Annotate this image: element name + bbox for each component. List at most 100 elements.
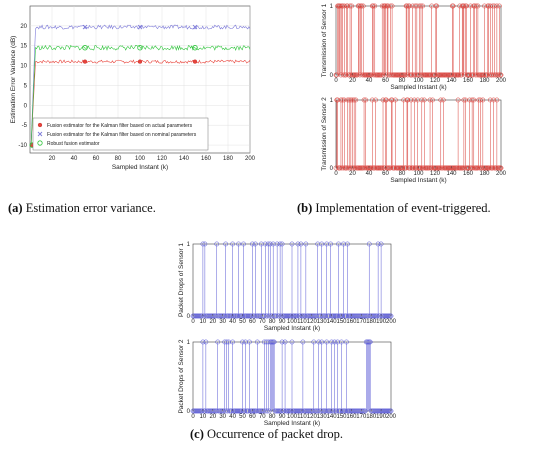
marker-b1-86 (404, 3, 410, 9)
marker-c1-51 (241, 241, 246, 247)
xtick-label-c1-9: 90 (279, 319, 286, 325)
xtick-label-c2-0: 0 (191, 414, 195, 420)
marker-b1-170 (473, 3, 479, 9)
marker-b1-179 (481, 72, 487, 78)
marker-c1-73 (262, 241, 268, 247)
xtick-label-c2-7: 70 (259, 414, 266, 420)
marker-c2-100 (289, 339, 295, 345)
marker-b1-10 (341, 3, 347, 9)
marker-b2-14 (345, 97, 350, 103)
marker-b2-9 (341, 165, 346, 171)
ytick-label-c2-0: 0 (187, 409, 191, 415)
xtick-label-b2-6: 120 (430, 171, 441, 177)
xtick-label-c1-20: 200 (386, 319, 397, 325)
marker-b1-12 (343, 72, 349, 78)
xtick-label-c2-17: 170 (356, 414, 367, 420)
marker-b1-45 (370, 3, 376, 9)
marker-b1-103 (418, 3, 424, 9)
series-marker-0-3 (192, 59, 198, 64)
marker-b1-68 (389, 3, 395, 9)
marker-b2-43 (369, 165, 374, 171)
marker-c2-111 (300, 339, 306, 345)
marker-b1-149 (456, 72, 462, 78)
marker-b1-198 (496, 3, 502, 9)
marker-c1-24 (214, 241, 220, 247)
xtick-label-c1-4: 40 (229, 319, 236, 325)
legend-label-1: Fusion estimator for the Kalman filter b… (47, 132, 197, 138)
marker-c1-200 (388, 313, 394, 319)
xtick-label-c1-3: 30 (219, 319, 226, 325)
marker-b2-36 (363, 97, 369, 103)
caption-b-text: Implementation of event-triggered. (312, 201, 491, 215)
marker-b1-31 (359, 3, 364, 9)
xtick-label-c2-14: 140 (327, 414, 338, 420)
xlabel-b2: Sampled Instant (k) (390, 177, 446, 184)
marker-c2-57 (247, 339, 252, 345)
xtick-label-b2-7: 140 (446, 171, 457, 177)
xtick-label-b2-0: 0 (334, 171, 338, 177)
marker-b2-20 (350, 97, 355, 103)
xtick-label-b1-9: 180 (479, 78, 490, 84)
xtick-label-c2-3: 30 (219, 414, 226, 420)
marker-c2-179 (367, 339, 373, 345)
marker-c1-77 (266, 313, 272, 319)
ylabel-b2: Transmission of Sensor 2 (321, 97, 328, 171)
marker-c1-130 (319, 241, 325, 247)
caption-a-text: Estimation error variance. (22, 201, 156, 215)
xtick-label-c1-2: 20 (209, 319, 216, 325)
xtick-label-c1-14: 140 (327, 319, 338, 325)
xtick-label-c1-10: 100 (287, 319, 298, 325)
legend-marker-1 (37, 131, 43, 137)
marker-c2-40 (230, 339, 235, 345)
xtick-label-c2-20: 200 (386, 414, 397, 420)
marker-b1-200 (498, 72, 504, 78)
xtick-label-b2-2: 40 (366, 171, 373, 177)
xtick-label-c1-7: 70 (259, 319, 266, 325)
marker-c2-93 (282, 339, 288, 345)
ytick-label-b2-1: 1 (330, 98, 334, 104)
legend-label-2: Robust fusion estimator (47, 141, 100, 147)
xtick-label-c1-5: 50 (239, 319, 246, 325)
xtick-label-c2-1: 10 (200, 414, 207, 420)
marker-c2-200 (388, 408, 394, 414)
xtick-label-c1-1: 10 (200, 319, 207, 325)
ytick-label-b2-0: 0 (330, 166, 334, 172)
marker-b1-60 (383, 3, 388, 9)
series-marker-1-1 (137, 24, 143, 30)
series-marker-0-1 (82, 59, 88, 64)
xtick-label-a-5: 120 (157, 156, 168, 162)
marker-c1-114 (303, 241, 309, 247)
ytick-label-b1-1: 1 (330, 4, 334, 10)
marker-b2-24 (353, 97, 359, 103)
xtick-label-a-2: 60 (93, 156, 100, 162)
xtick-label-a-8: 180 (223, 156, 234, 162)
marker-c2-82 (271, 339, 277, 345)
xtick-label-b1-4: 80 (399, 78, 406, 84)
xtick-label-b1-5: 100 (413, 78, 424, 84)
marker-b2-16 (346, 97, 352, 103)
plot-frame-b1 (335, 5, 502, 76)
marker-c1-40 (230, 241, 235, 247)
marker-b1-195 (494, 3, 500, 9)
xtick-label-c2-8: 80 (269, 414, 276, 420)
series-marker-1-2 (192, 24, 198, 30)
marker-b2-34 (361, 97, 367, 103)
xlabel-c2: Sampled Instant (k) (264, 420, 320, 427)
xtick-label-c1-11: 110 (297, 319, 307, 325)
xtick-label-c1-17: 170 (356, 319, 367, 325)
marker-b1-19 (349, 3, 355, 9)
xtick-label-b2-4: 80 (399, 171, 406, 177)
marker-b2-130 (440, 97, 446, 103)
marker-b2-8 (340, 97, 345, 103)
xtick-label-b2-10: 200 (496, 171, 507, 177)
marker-b1-84 (402, 72, 408, 78)
xtick-label-c2-15: 150 (336, 414, 347, 420)
marker-b2-61 (383, 97, 389, 103)
marker-b2-17 (347, 165, 353, 171)
xtick-label-c2-11: 110 (297, 414, 307, 420)
marker-c2-150 (339, 339, 344, 345)
marker-c1-100 (289, 241, 295, 247)
marker-c1-190 (378, 241, 384, 247)
ytick-label-a-5: 15 (20, 44, 27, 50)
xtick-label-b1-1: 20 (349, 78, 356, 84)
